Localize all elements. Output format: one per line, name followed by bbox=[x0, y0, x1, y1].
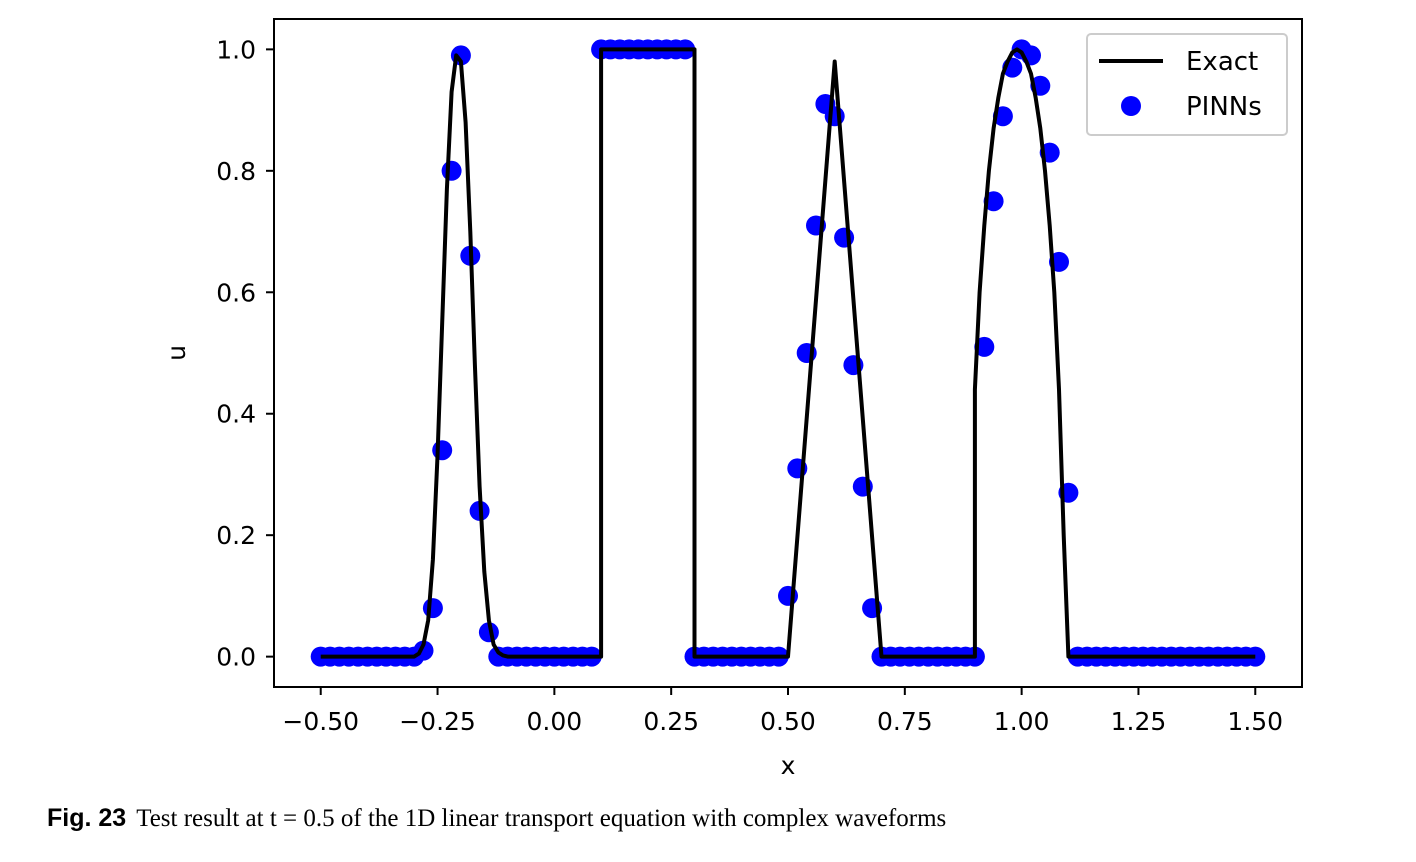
x-tick-label: 1.50 bbox=[1227, 707, 1283, 736]
pinns-point bbox=[422, 598, 443, 619]
y-tick-label: 0.4 bbox=[216, 400, 256, 429]
chart-marks bbox=[310, 39, 1266, 667]
x-tick-label: −0.25 bbox=[399, 707, 476, 736]
pinns-point bbox=[441, 160, 462, 181]
pinns-point bbox=[432, 440, 453, 461]
y-tick-label: 0.2 bbox=[216, 521, 256, 550]
legend-pinns-label: PINNs bbox=[1186, 92, 1262, 122]
legend: Exact PINNs bbox=[1086, 33, 1288, 136]
x-tick-label: 1.00 bbox=[994, 707, 1050, 736]
x-tick-label: 0.00 bbox=[527, 707, 583, 736]
y-axis-label: u bbox=[162, 345, 191, 361]
y-tick-label: 0.8 bbox=[216, 157, 256, 186]
x-tick-label: 0.75 bbox=[877, 707, 933, 736]
figure-caption: Fig. 23 Test result at t = 0.5 of the 1D … bbox=[47, 803, 946, 833]
pinns-point bbox=[824, 106, 845, 127]
figure-number: Fig. 23 bbox=[47, 804, 127, 832]
x-tick-label: −0.50 bbox=[282, 707, 359, 736]
x-axis: −0.50 −0.25 0.00 0.25 0.50 0.75 1.00 1.25 1.50 bbox=[282, 687, 1283, 736]
y-axis: 0.0 0.2 0.4 0.6 0.8 1.0 bbox=[216, 35, 274, 672]
legend-exact-label: Exact bbox=[1186, 47, 1258, 77]
x-tick-label: 1.25 bbox=[1111, 707, 1167, 736]
pinns-point bbox=[974, 336, 995, 357]
chart: −0.50 −0.25 0.00 0.25 0.50 0.75 1.00 1.25 1.50 0… bbox=[162, 18, 1303, 780]
x-tick-label: 0.50 bbox=[760, 707, 816, 736]
y-tick-label: 0.6 bbox=[216, 278, 256, 307]
y-tick-label: 1.0 bbox=[216, 35, 256, 64]
y-tick-label: 0.0 bbox=[216, 643, 256, 672]
figure-caption-text: Test result at t = 0.5 of the 1D linear … bbox=[136, 805, 947, 832]
x-axis-label: x bbox=[781, 751, 796, 780]
exact-line bbox=[320, 47, 1256, 659]
x-tick-label: 0.25 bbox=[643, 707, 699, 736]
legend-pinns-swatch bbox=[1121, 96, 1141, 116]
